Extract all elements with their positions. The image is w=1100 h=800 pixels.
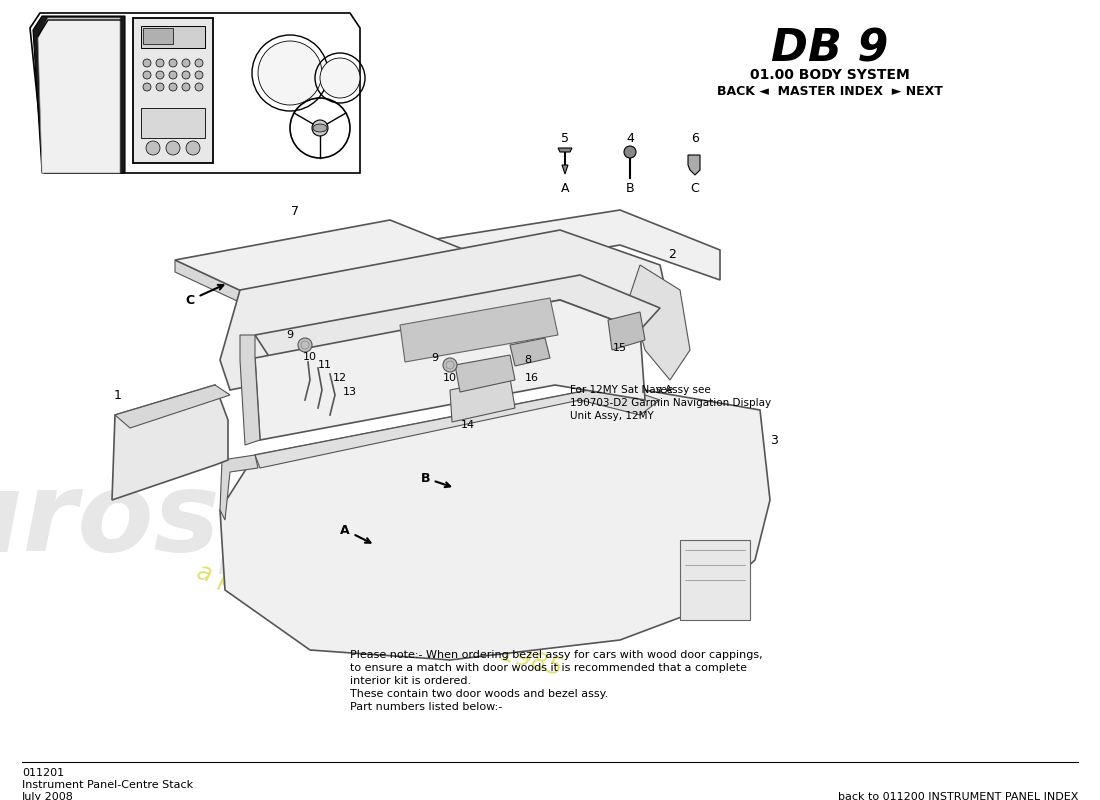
Text: a passion for parts since 1985: a passion for parts since 1985 xyxy=(195,559,565,681)
Polygon shape xyxy=(39,18,120,173)
Circle shape xyxy=(298,338,312,352)
Circle shape xyxy=(182,59,190,67)
Polygon shape xyxy=(175,220,465,295)
Text: 9: 9 xyxy=(286,330,294,340)
Text: 2: 2 xyxy=(668,249,675,262)
Polygon shape xyxy=(220,455,258,520)
Circle shape xyxy=(169,71,177,79)
Text: B: B xyxy=(420,471,450,487)
Circle shape xyxy=(258,41,322,105)
Text: DB 9: DB 9 xyxy=(771,28,889,71)
Text: Part numbers listed below:-: Part numbers listed below:- xyxy=(350,702,503,712)
Polygon shape xyxy=(562,165,568,174)
Text: B: B xyxy=(626,182,635,195)
Polygon shape xyxy=(255,385,660,468)
Text: 190703-D2 Garmin Navigation Display: 190703-D2 Garmin Navigation Display xyxy=(570,398,771,408)
Text: 1: 1 xyxy=(114,389,122,402)
Text: 6: 6 xyxy=(691,132,698,145)
Polygon shape xyxy=(116,385,230,428)
Circle shape xyxy=(143,83,151,91)
Polygon shape xyxy=(630,265,690,380)
Polygon shape xyxy=(558,148,572,152)
Polygon shape xyxy=(455,355,515,392)
Text: 16: 16 xyxy=(525,373,539,383)
Polygon shape xyxy=(400,298,558,362)
Text: to ensure a match with door woods it is recommended that a complete: to ensure a match with door woods it is … xyxy=(350,663,747,673)
Text: July 2008: July 2008 xyxy=(22,792,74,800)
Text: 3: 3 xyxy=(770,434,778,446)
Text: A: A xyxy=(340,523,371,542)
Circle shape xyxy=(156,71,164,79)
Text: C: C xyxy=(186,285,223,306)
Polygon shape xyxy=(220,230,670,390)
Circle shape xyxy=(169,83,177,91)
Text: 10: 10 xyxy=(443,373,456,383)
Polygon shape xyxy=(175,260,250,307)
Text: 01.00 BODY SYSTEM: 01.00 BODY SYSTEM xyxy=(750,68,910,82)
Circle shape xyxy=(146,141,160,155)
Text: see: see xyxy=(656,385,674,395)
Polygon shape xyxy=(688,155,700,175)
Polygon shape xyxy=(112,385,228,500)
Text: 7: 7 xyxy=(292,205,299,218)
Bar xyxy=(141,108,205,138)
Polygon shape xyxy=(450,378,515,422)
Text: Please note:- When ordering bezel assy for cars with wood door cappings,: Please note:- When ordering bezel assy f… xyxy=(350,650,762,660)
Text: These contain two door woods and bezel assy.: These contain two door woods and bezel a… xyxy=(350,689,608,699)
Polygon shape xyxy=(240,210,720,300)
Text: 13: 13 xyxy=(343,387,358,397)
Text: C: C xyxy=(691,182,700,195)
Polygon shape xyxy=(608,312,645,350)
Text: 4: 4 xyxy=(626,132,634,145)
Circle shape xyxy=(169,59,177,67)
Circle shape xyxy=(195,59,204,67)
Circle shape xyxy=(143,71,151,79)
Text: eurospares: eurospares xyxy=(0,466,571,574)
Bar xyxy=(141,26,205,48)
Circle shape xyxy=(195,71,204,79)
Circle shape xyxy=(624,146,636,158)
Polygon shape xyxy=(220,385,770,660)
Text: 9: 9 xyxy=(431,353,439,363)
Text: 011201: 011201 xyxy=(22,768,64,778)
Text: back to 011200 INSTRUMENT PANEL INDEX: back to 011200 INSTRUMENT PANEL INDEX xyxy=(837,792,1078,800)
Polygon shape xyxy=(255,275,660,358)
Text: Unit Assy, 12MY: Unit Assy, 12MY xyxy=(570,411,653,421)
Polygon shape xyxy=(30,13,360,173)
Circle shape xyxy=(312,120,328,136)
Circle shape xyxy=(143,59,151,67)
Circle shape xyxy=(166,141,180,155)
Text: BACK ◄  MASTER INDEX  ► NEXT: BACK ◄ MASTER INDEX ► NEXT xyxy=(717,85,943,98)
Circle shape xyxy=(320,58,360,98)
Text: 12: 12 xyxy=(333,373,348,383)
Text: 11: 11 xyxy=(318,360,332,370)
Polygon shape xyxy=(255,300,645,440)
Text: 15: 15 xyxy=(613,343,627,353)
Circle shape xyxy=(182,83,190,91)
Bar xyxy=(143,28,173,44)
Text: Instrument Panel-Centre Stack: Instrument Panel-Centre Stack xyxy=(22,780,194,790)
Text: A: A xyxy=(561,182,570,195)
Bar xyxy=(680,540,750,620)
Circle shape xyxy=(182,71,190,79)
Circle shape xyxy=(195,83,204,91)
Polygon shape xyxy=(510,338,550,366)
Text: 8: 8 xyxy=(525,355,531,365)
Text: 14: 14 xyxy=(461,420,475,430)
Circle shape xyxy=(443,358,456,372)
Text: For 12MY Sat Nav Assy see: For 12MY Sat Nav Assy see xyxy=(570,385,711,395)
Bar xyxy=(133,18,213,163)
Circle shape xyxy=(156,83,164,91)
Text: interior kit is ordered.: interior kit is ordered. xyxy=(350,676,471,686)
Polygon shape xyxy=(33,16,125,173)
Text: 5: 5 xyxy=(561,132,569,145)
Polygon shape xyxy=(240,335,260,445)
Text: 10: 10 xyxy=(302,352,317,362)
Circle shape xyxy=(186,141,200,155)
Ellipse shape xyxy=(314,124,327,132)
Circle shape xyxy=(156,59,164,67)
